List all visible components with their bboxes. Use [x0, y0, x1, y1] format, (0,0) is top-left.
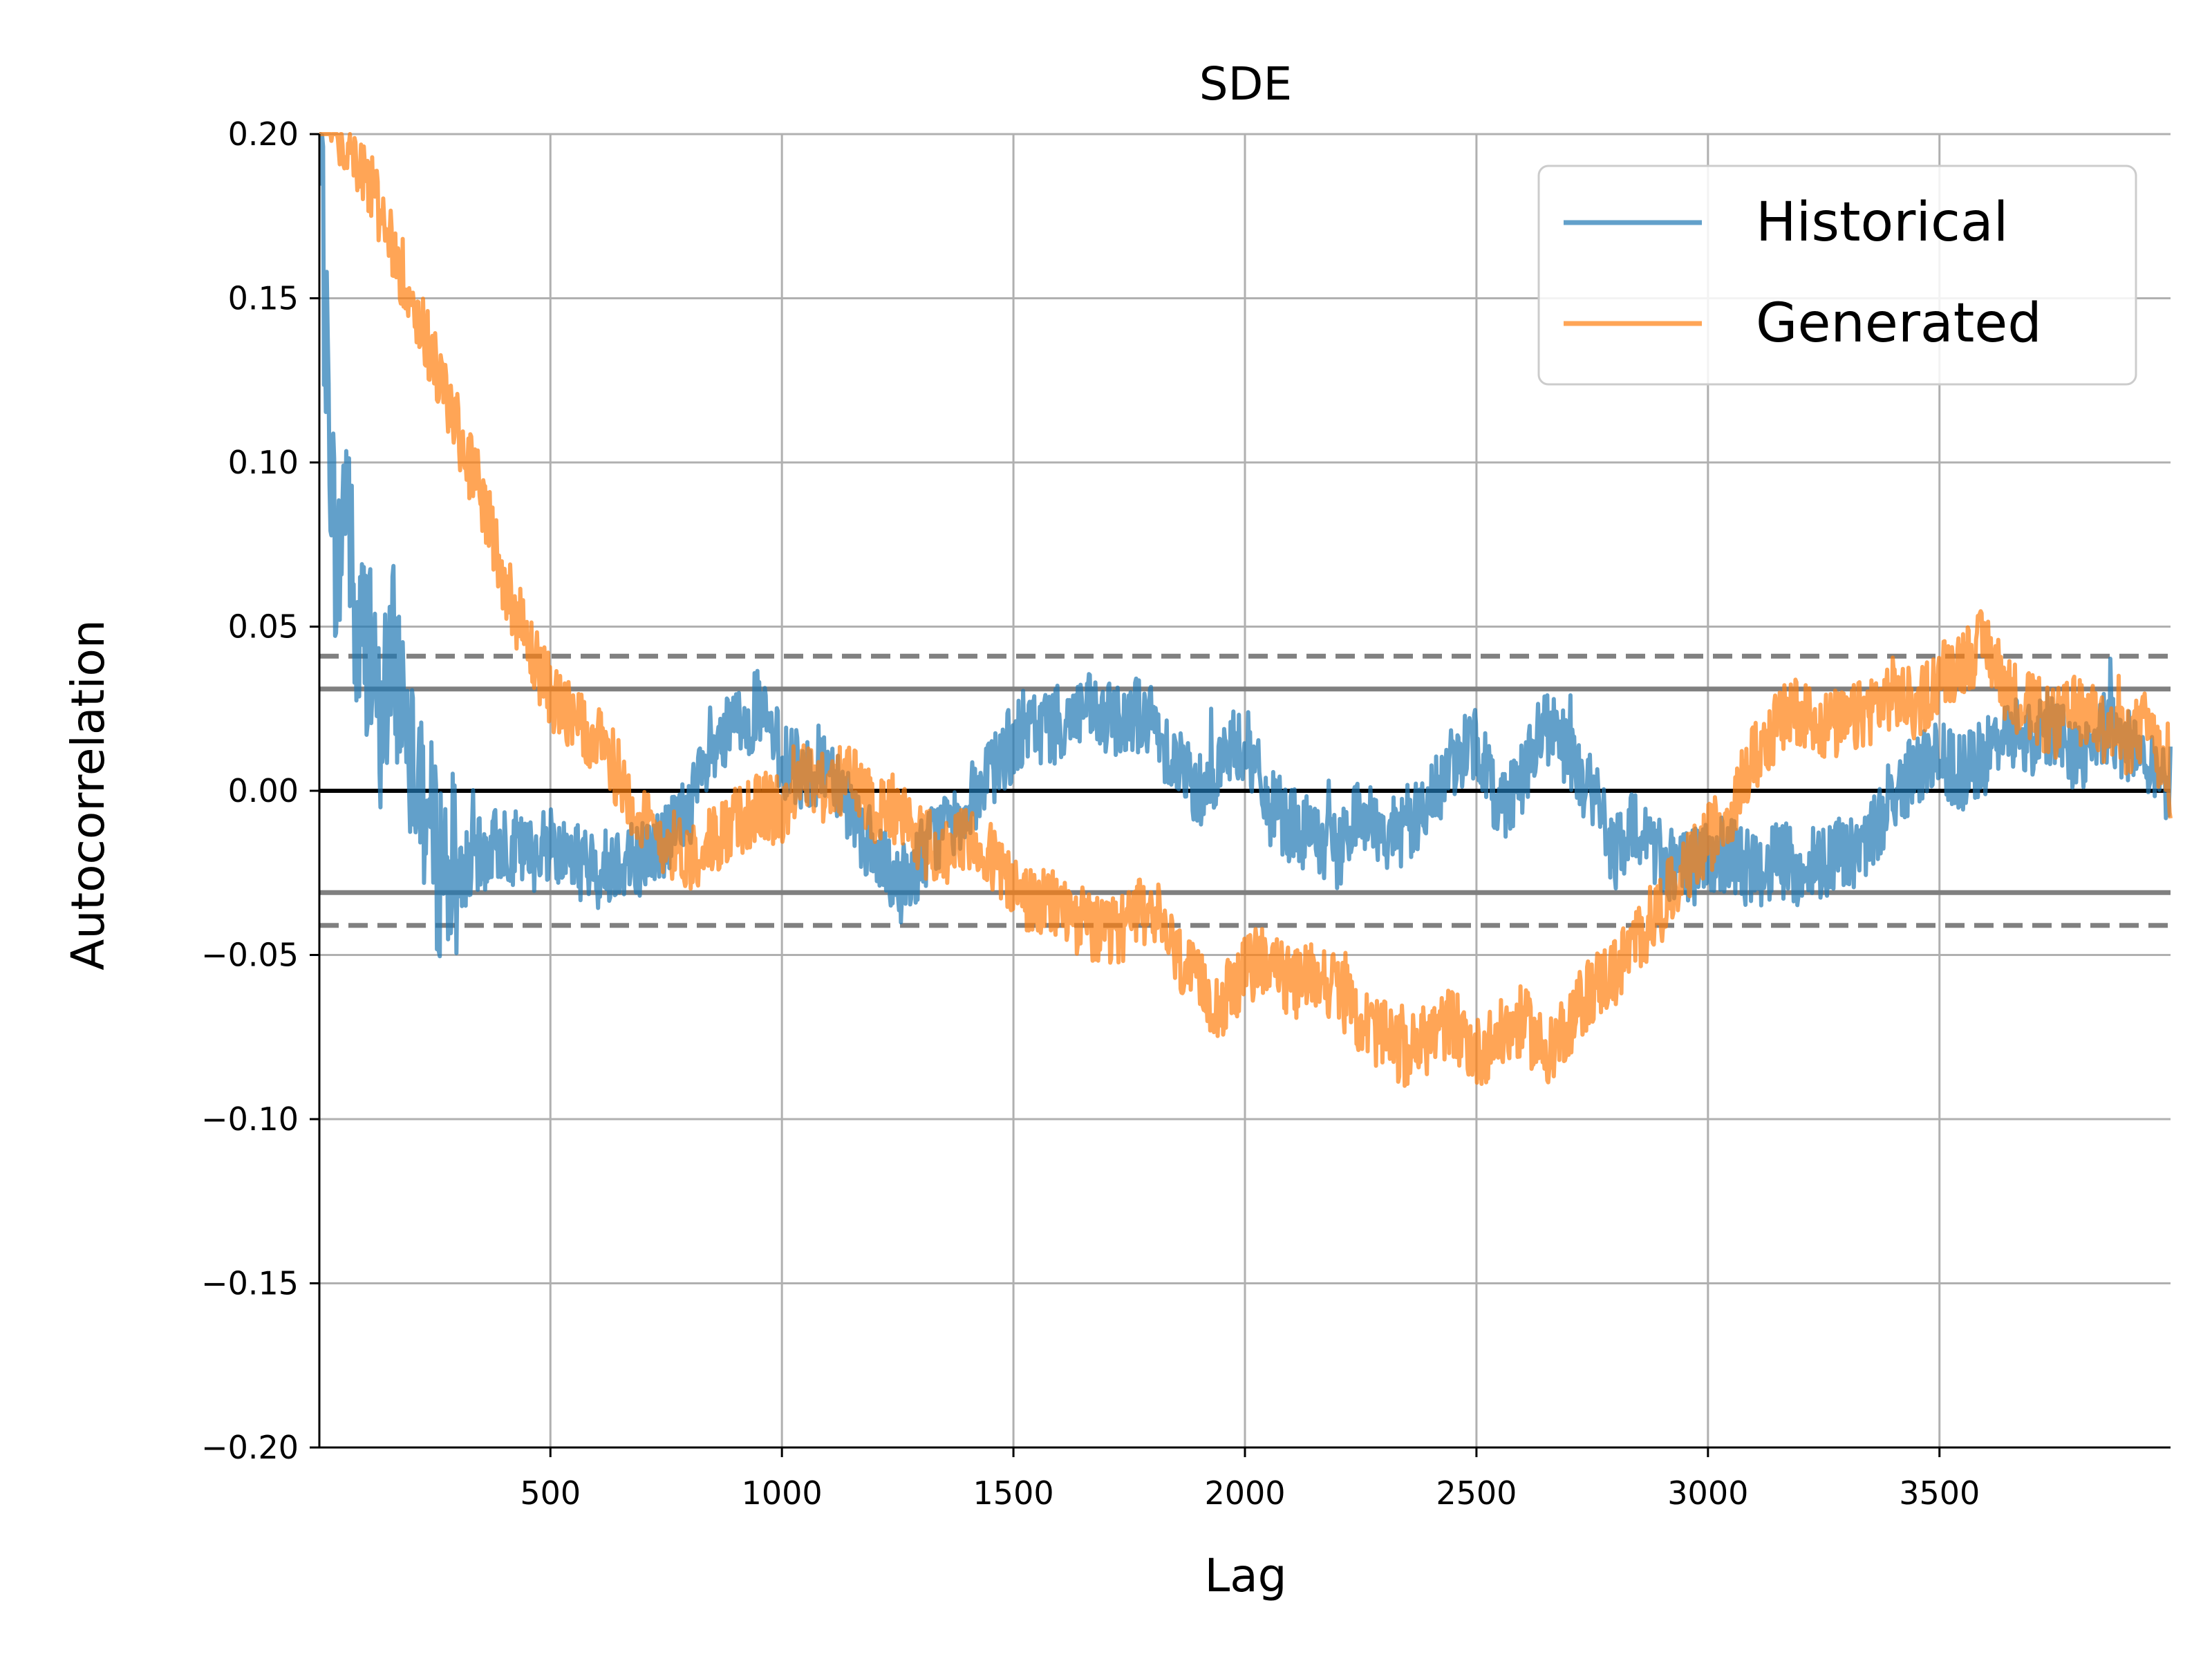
y-tick-label: −0.10 [201, 1100, 299, 1138]
y-tick-label: −0.05 [201, 937, 299, 974]
series-lines [318, 132, 2173, 1088]
y-axis-label: Autocorrelation [62, 619, 115, 970]
x-axis-label: Lag [1204, 1549, 1286, 1602]
x-tick-label: 2500 [1436, 1474, 1517, 1512]
reference-lines [319, 653, 2171, 928]
y-tick-label: −0.15 [201, 1265, 299, 1302]
chart-title: SDE [1199, 57, 1292, 111]
axes [310, 133, 2171, 1457]
x-tick-label: 3500 [1899, 1474, 1980, 1512]
y-tick-label: 0.00 [228, 772, 299, 809]
y-tick-label: 0.20 [228, 115, 299, 153]
series-line-historical [318, 132, 2173, 959]
y-tick-label: 0.05 [228, 608, 299, 646]
x-tick-label: 500 [520, 1474, 581, 1512]
legend-label-generated: Generated [1756, 292, 2042, 355]
tick-labels: 500 1000 1500 2000 2500 3000 3500 −0.20 −0.15 −0.… [201, 115, 1980, 1512]
y-tick-label: 0.10 [228, 444, 299, 481]
y-tick-label: −0.20 [201, 1429, 299, 1466]
x-tick-label: 3000 [1667, 1474, 1748, 1512]
x-tick-label: 1500 [973, 1474, 1054, 1512]
series-line-generated [318, 132, 2173, 1088]
x-tick-label: 2000 [1204, 1474, 1285, 1512]
x-tick-label: 1000 [742, 1474, 823, 1512]
y-tick-label: 0.15 [228, 280, 299, 317]
legend-label-historical: Historical [1756, 191, 2008, 254]
legend: Historical Generated [1537, 165, 2137, 386]
